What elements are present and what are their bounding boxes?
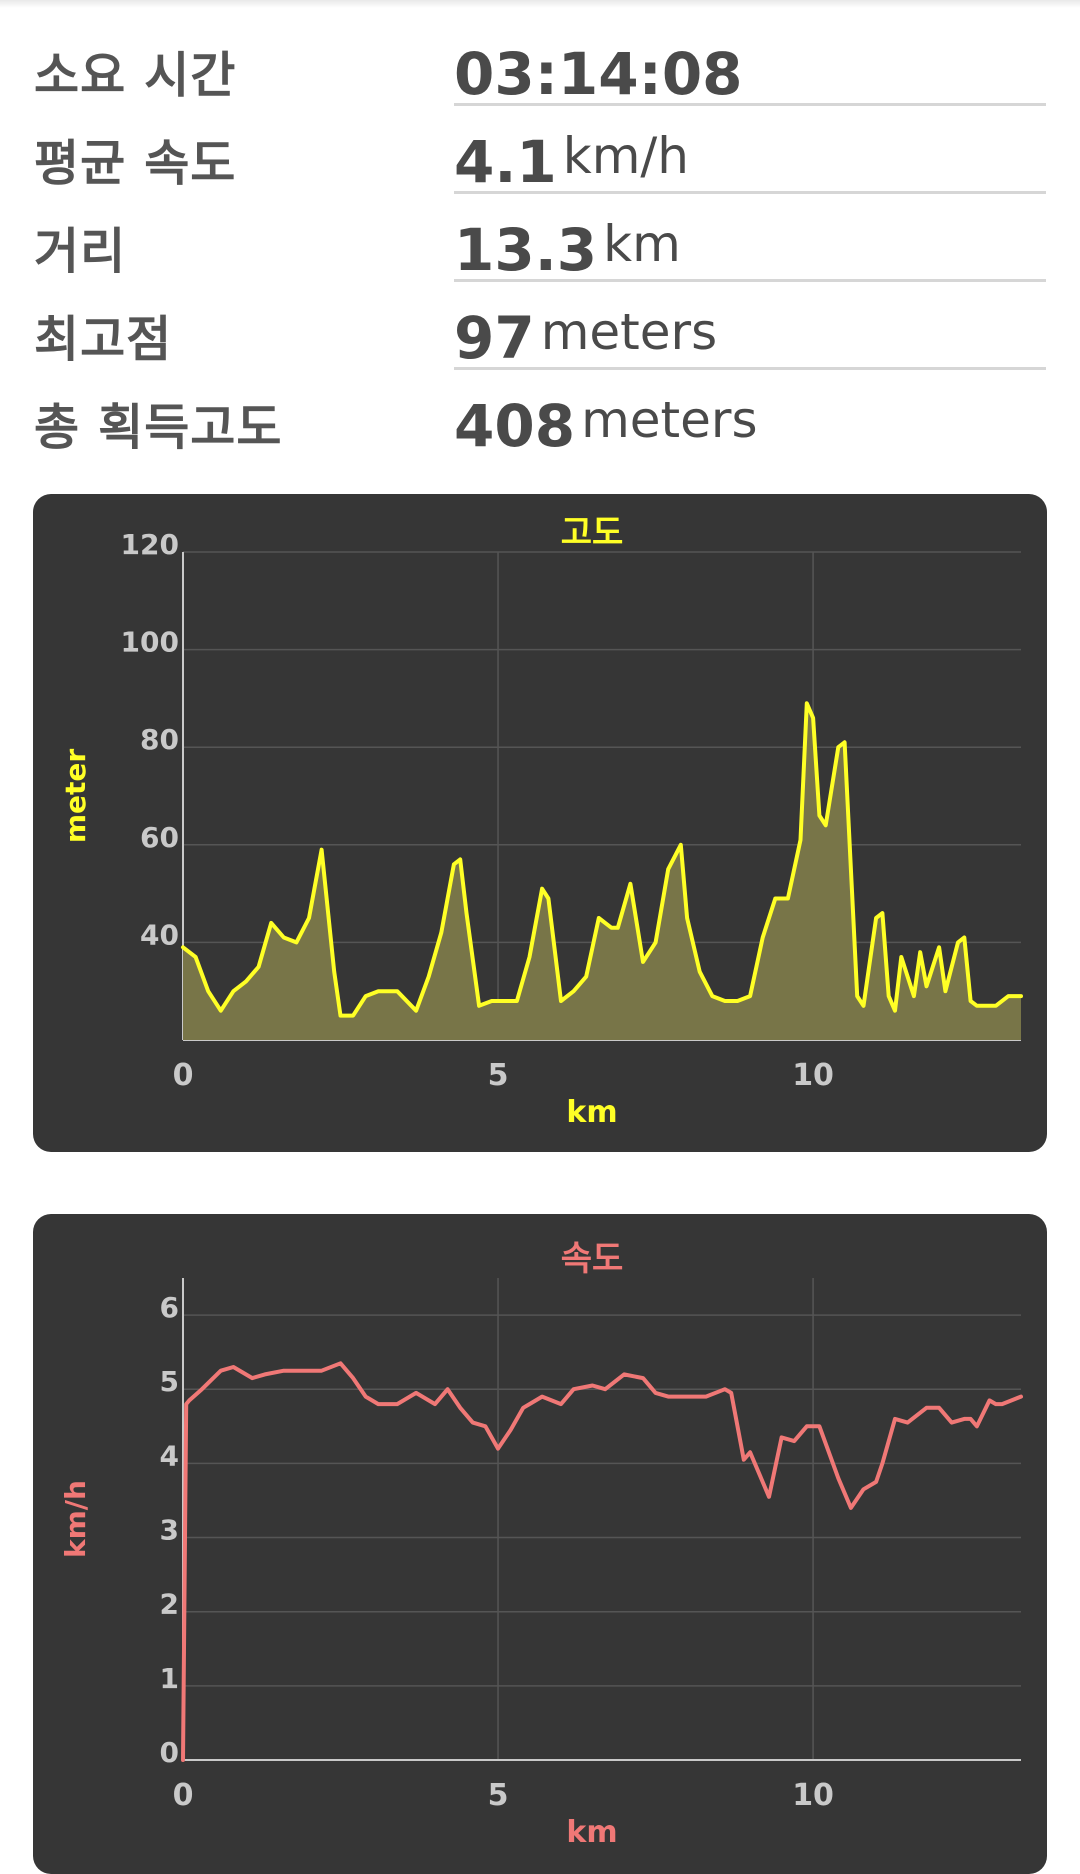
- stat-number: 13.3: [454, 216, 598, 284]
- y-tick-label: 100: [121, 626, 179, 659]
- y-tick-label: 5: [160, 1365, 179, 1398]
- stat-value-distance: 13.3 km: [454, 215, 681, 284]
- area-fill: [183, 703, 1021, 1040]
- speed-chart: 속도 0 1 2 3 4 5 6 0 5 10 km km/h: [59, 1239, 1023, 1850]
- stat-row-distance: 거리 13.3 km: [34, 194, 1046, 284]
- y-tick-label: 1: [160, 1662, 179, 1695]
- stat-row-avg-speed: 평균 속도 4.1 km/h: [34, 106, 1046, 196]
- stat-label-highest-point: 최고점: [34, 311, 173, 368]
- stat-unit: km: [603, 215, 681, 273]
- y-axis-label: meter: [59, 749, 92, 844]
- y-tick-label: 80: [140, 723, 179, 756]
- stat-unit: meters: [581, 391, 758, 449]
- stat-label-duration: 소요 시간: [34, 47, 237, 104]
- y-tick-label: 60: [140, 821, 179, 854]
- chart-title: 고도: [561, 513, 624, 553]
- stat-row-highest-point: 최고점 97 meters: [34, 282, 1046, 372]
- y-tick-label: 0: [160, 1736, 179, 1769]
- x-tick-label: 10: [792, 1058, 834, 1093]
- stat-number: 408: [454, 392, 576, 460]
- series-line: [181, 701, 1023, 1018]
- x-tick-label: 0: [173, 1058, 194, 1093]
- stat-label-avg-speed: 평균 속도: [34, 135, 237, 192]
- series-line: [181, 1361, 1023, 1762]
- y-tick-label: 2: [160, 1588, 179, 1621]
- y-tick-label: 40: [140, 918, 179, 951]
- stat-number: 03:14:08: [454, 40, 743, 108]
- stat-value-elevation-gain: 408 meters: [454, 391, 758, 460]
- y-tick-label: 3: [160, 1514, 179, 1547]
- stat-value-duration: 03:14:08: [454, 40, 743, 108]
- x-tick-label: 0: [173, 1778, 194, 1813]
- divider: [454, 191, 1046, 194]
- stat-unit: km/h: [562, 127, 689, 185]
- divider: [454, 279, 1046, 282]
- stat-number: 97: [454, 304, 535, 372]
- x-axis-label: km: [566, 1815, 617, 1850]
- x-tick-label: 5: [488, 1778, 509, 1813]
- y-tick-label: 4: [160, 1439, 179, 1472]
- elevation-chart: 고도 40 60 80 100 120 0 5 10 km meter: [59, 513, 1023, 1130]
- stat-label-distance: 거리: [34, 223, 127, 280]
- divider: [454, 103, 1046, 106]
- elevation-chart-card: 고도 40 60 80 100 120 0 5 10 km meter: [33, 494, 1047, 1152]
- y-tick-label: 6: [160, 1291, 179, 1324]
- x-tick-label: 10: [792, 1778, 834, 1813]
- stat-value-avg-speed: 4.1 km/h: [454, 127, 689, 196]
- stat-value-highest-point: 97 meters: [454, 303, 718, 372]
- stat-row-duration: 소요 시간 03:14:08: [34, 18, 1046, 108]
- divider: [454, 367, 1046, 370]
- status-bar-shadow: [0, 0, 1080, 8]
- stat-label-elevation-gain: 총 획득고도: [34, 399, 283, 456]
- y-tick-label: 120: [121, 528, 179, 561]
- x-axis-label: km: [566, 1095, 617, 1130]
- stat-row-elevation-gain: 총 획득고도 408 meters: [34, 370, 1046, 460]
- x-tick-label: 5: [488, 1058, 509, 1093]
- stat-number: 4.1: [454, 128, 557, 196]
- y-axis-label: km/h: [59, 1480, 92, 1558]
- speed-chart-card: 속도 0 1 2 3 4 5 6 0 5 10 km km/h: [33, 1214, 1047, 1874]
- chart-title: 속도: [561, 1239, 624, 1279]
- stat-unit: meters: [540, 303, 718, 361]
